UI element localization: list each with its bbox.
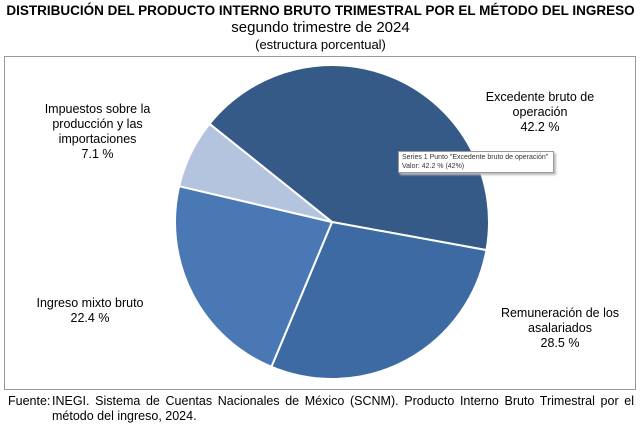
- pie-slice: [177, 122, 333, 223]
- value-label: 28.5 %: [540, 336, 580, 350]
- data-label: Remuneración de los asalariados 28.5 %: [490, 306, 630, 351]
- category-label: Ingreso mixto bruto: [36, 296, 144, 310]
- source-text: INEGI. Sistema de Cuentas Nacionales de …: [52, 394, 634, 423]
- pie-slice: [270, 220, 488, 380]
- data-label: Impuestos sobre la producción y las impo…: [40, 102, 155, 162]
- value-label: 22.4 %: [70, 311, 110, 325]
- chart-subtitle: segundo trimestre de 2024: [231, 19, 410, 36]
- pie-slice: [174, 184, 334, 369]
- value-label: 7.1 %: [81, 147, 114, 161]
- tooltip: Series 1 Punto "Excedente bruto de opera…: [398, 151, 554, 173]
- chart-frame: [4, 56, 636, 390]
- value-label: 42.2 %: [520, 120, 560, 134]
- chart-note: (estructura porcentual): [255, 37, 386, 52]
- source: Fuente: INEGI. Sistema de Cuentas Nacion…: [8, 394, 634, 424]
- category-label: Remuneración de los asalariados: [500, 306, 620, 335]
- source-label: Fuente:: [8, 394, 51, 408]
- category-label: Excedente bruto de operación: [485, 90, 595, 119]
- tooltip-line: Series 1 Punto "Excedente bruto de opera…: [402, 154, 549, 161]
- category-label: Impuestos sobre la producción y las impo…: [44, 102, 151, 146]
- data-label: Excedente bruto de operación 42.2 %: [470, 90, 610, 135]
- chart-title: DISTRIBUCIÓN DEL PRODUCTO INTERNO BRUTO …: [6, 3, 635, 18]
- data-label: Ingreso mixto bruto 22.4 %: [30, 296, 150, 326]
- tooltip-line: Valor: 42.2 % (42%): [402, 163, 465, 170]
- pie-slice: [208, 64, 490, 252]
